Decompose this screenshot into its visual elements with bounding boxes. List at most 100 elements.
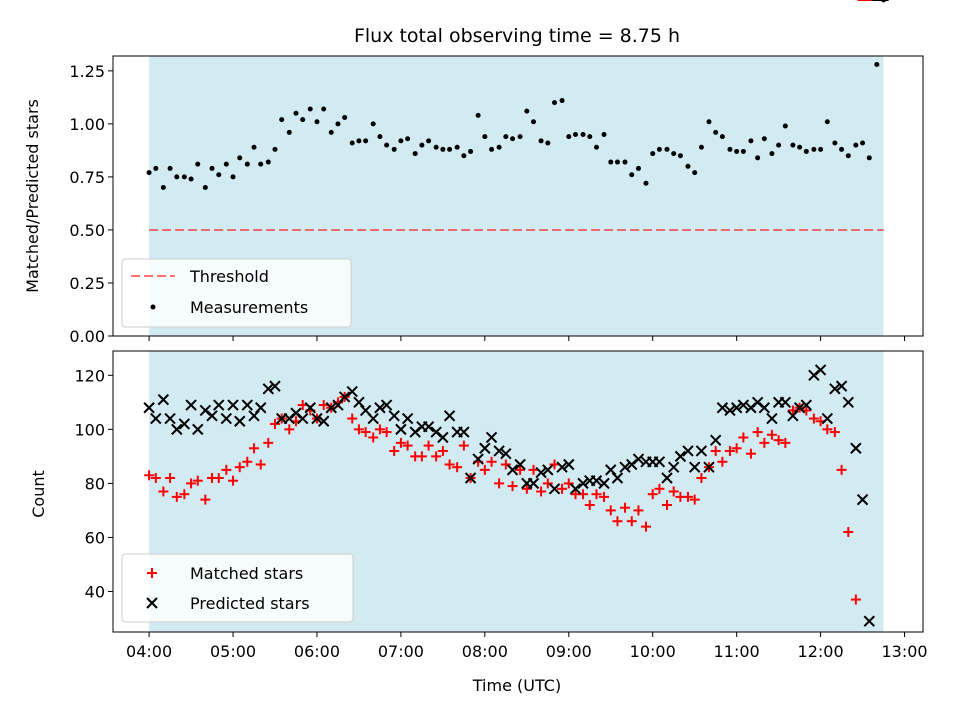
matched-point: [368, 432, 379, 443]
measurement-point: [461, 153, 467, 159]
matched-point: [284, 424, 295, 435]
predicted-point: [367, 412, 379, 425]
measurement-point: [426, 138, 432, 144]
matched-point: [612, 516, 623, 527]
measurement-point: [671, 151, 677, 157]
x-axis-label: Time (UTC): [472, 676, 561, 695]
measurement-point: [237, 155, 243, 161]
measurement-point: [307, 106, 313, 112]
matched-point: [479, 464, 490, 475]
predicted-point: [443, 410, 456, 422]
y-tick-label: 0.50: [69, 221, 105, 240]
measurement-point: [454, 144, 460, 150]
measurement-point: [202, 185, 208, 191]
top-axes-frame: [112, 55, 924, 337]
x-tick-label: 08:00: [462, 642, 508, 661]
measurement-point: [587, 134, 593, 140]
matched-point: [171, 491, 182, 502]
measurement-point: [685, 163, 691, 169]
y-tick-label: 1.25: [69, 62, 105, 81]
matched-point: [773, 435, 784, 446]
legend-predicted-marker: [146, 597, 158, 609]
measurement-point: [769, 151, 775, 157]
measurement-point: [335, 121, 341, 127]
measurement-points: [146, 0, 887, 191]
predicted-point: [464, 472, 477, 484]
predicted-point: [479, 442, 491, 454]
matched-point: [521, 483, 532, 494]
matched-point: [318, 400, 329, 411]
measurement-point: [167, 165, 173, 171]
matched-point: [633, 505, 644, 516]
predicted-point: [185, 399, 197, 411]
predicted-point: [667, 461, 680, 473]
measurement-point: [258, 161, 264, 167]
matched-point: [536, 486, 547, 497]
predicted-point: [311, 412, 323, 425]
bottom-y-ticks: 40 60 80 100 120: [74, 366, 113, 601]
predicted-point: [619, 461, 631, 473]
measurement-point: [782, 123, 788, 129]
matched-point: [549, 459, 560, 470]
matched-point: [381, 427, 392, 438]
matched-point: [507, 481, 518, 492]
predicted-point: [542, 464, 554, 476]
measurement-point: [531, 119, 537, 125]
measurement-point: [181, 174, 187, 180]
predicted-point: [590, 474, 603, 487]
y-tick-label: 60: [85, 528, 105, 547]
measurement-point: [797, 144, 803, 150]
measurement-point: [496, 144, 502, 150]
x-tick-label: 07:00: [378, 642, 424, 661]
y-tick-label: 0.25: [69, 274, 105, 293]
bottom-y-axis-label: Count: [29, 470, 48, 518]
predicted-point: [611, 472, 624, 484]
predicted-point: [325, 402, 337, 414]
measurement-point: [209, 165, 215, 171]
matched-point: [605, 505, 616, 516]
measurement-point: [398, 138, 404, 144]
measurement-point: [650, 151, 656, 157]
y-tick-label: 1.00: [69, 115, 105, 134]
predicted-point: [814, 364, 827, 376]
measurement-point: [510, 136, 516, 142]
matched-point: [494, 478, 505, 489]
predicted-point: [709, 434, 722, 446]
predicted-point: [850, 442, 862, 454]
top-y-ticks: 0.00 0.25 0.50 0.75 1.00 1.25: [69, 62, 113, 346]
matched-point: [641, 521, 652, 532]
matched-point: [661, 500, 672, 511]
matched-point: [165, 472, 176, 483]
x-tick-label: 09:00: [546, 642, 592, 661]
matched-point: [255, 459, 266, 470]
predicted-point: [514, 458, 526, 471]
predicted-point: [395, 423, 407, 436]
measurement-point: [223, 161, 229, 167]
matched-point: [850, 594, 861, 605]
matched-point: [192, 475, 203, 486]
predicted-point: [374, 402, 386, 414]
measurement-point: [300, 117, 306, 123]
top-y-axis-label: Matched/Predicted stars: [23, 99, 42, 293]
y-tick-label: 120: [74, 366, 105, 385]
measurement-point: [230, 174, 236, 180]
predicted-point: [227, 399, 239, 411]
predicted-point: [695, 445, 708, 457]
matched-point: [437, 445, 448, 456]
bottom-legend: Matched stars Predicted stars: [121, 553, 354, 623]
measurement-point: [803, 148, 809, 154]
measurement-point: [265, 159, 271, 165]
matched-point: [186, 478, 197, 489]
predicted-point: [213, 399, 225, 411]
measurement-point: [160, 185, 166, 191]
predicted-points: [143, 0, 889, 627]
measurement-point: [552, 100, 558, 106]
matched-point: [242, 456, 253, 467]
measurement-point: [818, 146, 824, 152]
measurement-point: [734, 148, 740, 154]
predicted-point: [317, 415, 330, 427]
top-legend-box: [121, 258, 352, 328]
matched-point: [263, 437, 274, 448]
matched-point: [228, 475, 239, 486]
